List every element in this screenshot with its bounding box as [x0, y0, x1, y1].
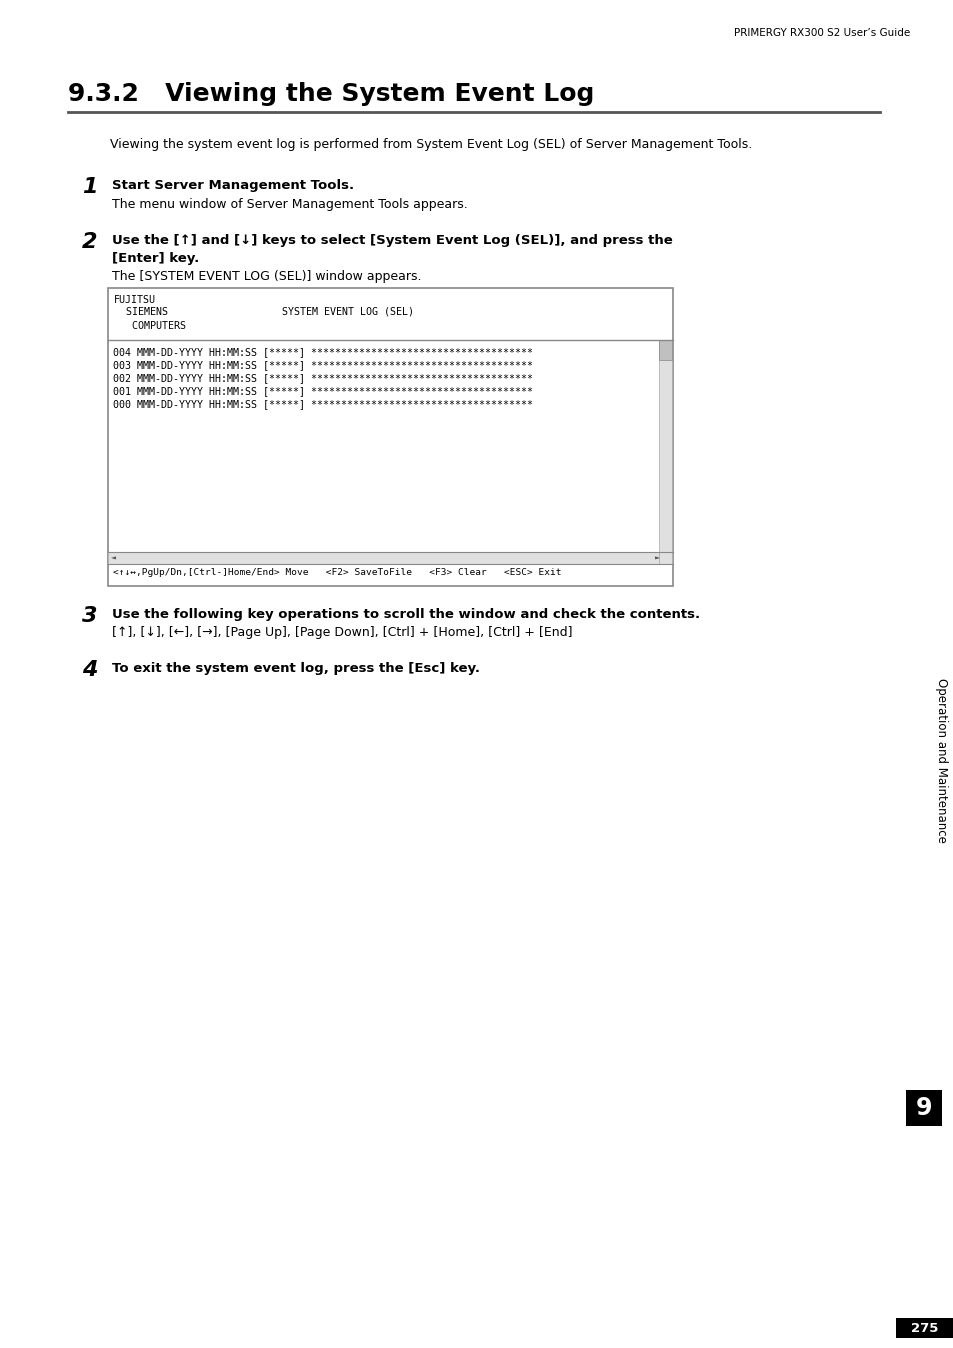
Text: 3: 3 — [82, 607, 97, 625]
Bar — [895, 1318, 953, 1339]
Text: Use the following key operations to scroll the window and check the contents.: Use the following key operations to scro… — [112, 608, 700, 621]
Text: COMPUTERS: COMPUTERS — [113, 321, 186, 332]
Text: FUJITSU: FUJITSU — [113, 295, 156, 305]
Text: The menu window of Server Management Tools appears.: The menu window of Server Management Too… — [112, 198, 467, 212]
Text: 2: 2 — [82, 232, 97, 252]
Text: 4: 4 — [82, 661, 97, 679]
Text: The [SYSTEM EVENT LOG (SEL)] window appears.: The [SYSTEM EVENT LOG (SEL)] window appe… — [112, 270, 421, 283]
Text: 004 MMM-DD-YYYY HH:MM:SS [*****] *************************************: 004 MMM-DD-YYYY HH:MM:SS [*****] *******… — [112, 346, 533, 357]
Text: 003 MMM-DD-YYYY HH:MM:SS [*****] *************************************: 003 MMM-DD-YYYY HH:MM:SS [*****] *******… — [112, 360, 533, 369]
Text: 275: 275 — [910, 1321, 938, 1335]
Text: ►: ► — [655, 554, 659, 563]
Text: [↑], [↓], [←], [→], [Page Up], [Page Down], [Ctrl] + [Home], [Ctrl] + [End]: [↑], [↓], [←], [→], [Page Up], [Page Dow… — [112, 625, 572, 639]
Text: To exit the system event log, press the [Esc] key.: To exit the system event log, press the … — [112, 662, 479, 675]
Bar — [108, 288, 672, 586]
Bar — [659, 340, 671, 563]
Text: Use the [↑] and [↓] keys to select [System Event Log (SEL)], and press the: Use the [↑] and [↓] keys to select [Syst… — [112, 235, 672, 247]
Text: 002 MMM-DD-YYYY HH:MM:SS [*****] *************************************: 002 MMM-DD-YYYY HH:MM:SS [*****] *******… — [112, 373, 533, 383]
Text: Viewing the system event log is performed from System Event Log (SEL) of Server : Viewing the system event log is performe… — [110, 137, 752, 151]
Text: PRIMERGY RX300 S2 User’s Guide: PRIMERGY RX300 S2 User’s Guide — [733, 28, 909, 38]
Text: 9: 9 — [915, 1096, 931, 1120]
Text: 000 MMM-DD-YYYY HH:MM:SS [*****] *************************************: 000 MMM-DD-YYYY HH:MM:SS [*****] *******… — [112, 399, 533, 408]
Text: Operation and Maintenance: Operation and Maintenance — [935, 678, 947, 842]
Bar — [905, 1091, 941, 1126]
Text: ◄: ◄ — [111, 554, 116, 563]
Text: 001 MMM-DD-YYYY HH:MM:SS [*****] *************************************: 001 MMM-DD-YYYY HH:MM:SS [*****] *******… — [112, 386, 533, 396]
Text: <↑↓↔,PgUp/Dn,[Ctrl-]Home/End> Move   <F2> SaveToFile   <F3> Clear   <ESC> Exit: <↑↓↔,PgUp/Dn,[Ctrl-]Home/End> Move <F2> … — [112, 568, 561, 577]
Text: SIEMENS                   SYSTEM EVENT LOG (SEL): SIEMENS SYSTEM EVENT LOG (SEL) — [113, 307, 414, 317]
Bar — [108, 551, 659, 563]
Text: 9.3.2   Viewing the System Event Log: 9.3.2 Viewing the System Event Log — [68, 82, 594, 106]
Bar — [659, 340, 671, 360]
Text: [Enter] key.: [Enter] key. — [112, 252, 199, 266]
Text: Start Server Management Tools.: Start Server Management Tools. — [112, 179, 354, 191]
Text: 1: 1 — [82, 177, 97, 197]
